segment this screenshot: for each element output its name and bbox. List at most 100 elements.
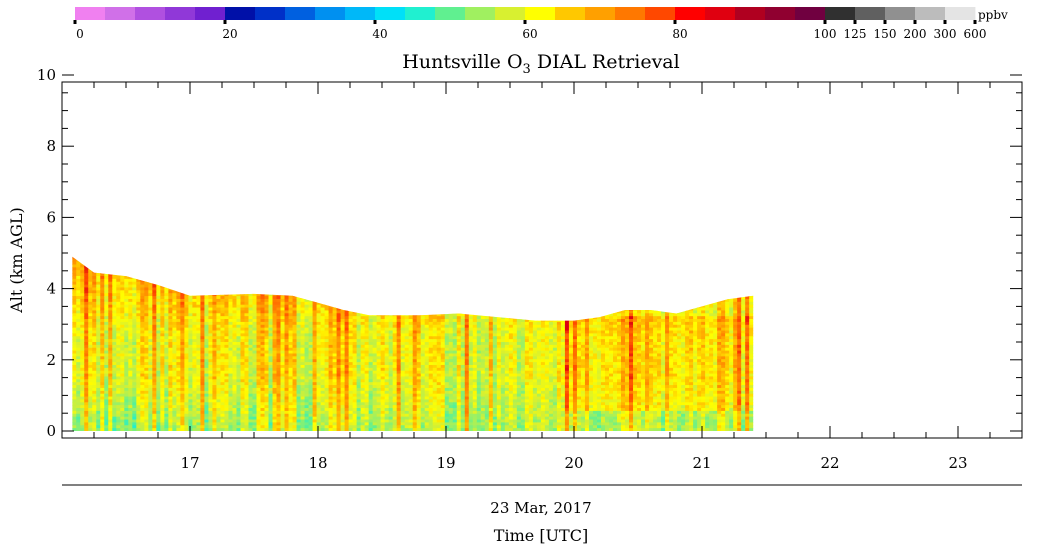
heatmap-cell	[312, 370, 318, 375]
heatmap-cell	[268, 347, 274, 352]
heatmap-cell	[308, 333, 314, 337]
heatmap-cell	[220, 316, 225, 320]
heatmap-cell	[220, 281, 225, 286]
heatmap-cell	[180, 425, 185, 429]
heatmap-cell	[288, 382, 294, 386]
heatmap-cell	[112, 258, 117, 263]
heatmap-cell	[168, 278, 173, 283]
heatmap-cell	[136, 313, 141, 317]
heatmap-cell	[100, 393, 105, 398]
heatmap-cell	[120, 270, 125, 274]
heatmap-cell	[112, 281, 117, 286]
heatmap-cell	[272, 313, 278, 317]
heatmap-cell	[372, 350, 378, 354]
heatmap-cell	[132, 356, 137, 360]
heatmap-cell	[260, 387, 266, 392]
heatmap-cell	[180, 382, 185, 386]
heatmap-cell	[112, 313, 117, 317]
heatmap-cell	[104, 264, 109, 268]
heatmap-cell	[92, 410, 97, 415]
heatmap-cell	[256, 316, 262, 320]
heatmap-cell	[84, 324, 89, 329]
heatmap-cell	[356, 370, 362, 375]
heatmap-cell	[248, 342, 253, 346]
heatmap-cell	[328, 428, 334, 431]
heatmap-cell	[232, 396, 237, 400]
heatmap-cell	[88, 261, 93, 265]
heatmap-cell	[84, 367, 89, 372]
heatmap-cell	[188, 287, 193, 291]
heatmap-cell	[164, 396, 169, 400]
heatmap-cell	[332, 425, 338, 429]
heatmap-cell	[136, 333, 141, 337]
heatmap-cell	[96, 344, 101, 349]
heatmap-cell	[320, 379, 326, 383]
heatmap-cell	[76, 324, 81, 329]
heatmap-cell	[212, 379, 217, 383]
heatmap-cell	[132, 258, 137, 263]
heatmap-cell	[204, 419, 209, 423]
heatmap-cell	[156, 350, 161, 354]
heatmap-cell	[336, 319, 342, 323]
heatmap-cell	[280, 261, 286, 265]
heatmap-cell	[244, 342, 249, 346]
heatmap-cell	[316, 298, 322, 303]
heatmap-cell	[248, 287, 253, 291]
heatmap-cell	[216, 364, 221, 369]
heatmap-cell	[232, 281, 237, 286]
heatmap-cell	[228, 367, 233, 372]
heatmap-cell	[156, 253, 161, 256]
heatmap-cell	[168, 261, 173, 265]
heatmap-cell	[172, 273, 177, 277]
heatmap-cell	[260, 339, 266, 343]
heatmap-cell	[216, 321, 221, 326]
heatmap-cell	[264, 387, 270, 392]
heatmap-cell	[376, 350, 382, 354]
heatmap-cell	[368, 342, 374, 346]
heatmap-cell	[384, 342, 390, 346]
heatmap-cell	[208, 301, 213, 306]
heatmap-cell	[232, 370, 237, 375]
heatmap-cell	[84, 310, 89, 314]
heatmap-cell	[296, 399, 302, 403]
heatmap-cell	[176, 310, 181, 314]
heatmap-cell	[244, 396, 249, 400]
heatmap-cell	[144, 253, 149, 256]
heatmap-cell	[248, 275, 253, 280]
heatmap-cell	[320, 261, 326, 265]
heatmap-cell	[240, 376, 245, 380]
heatmap-cell	[224, 408, 229, 412]
heatmap-cell	[132, 316, 137, 320]
heatmap-cell	[208, 307, 213, 311]
heatmap-cell	[336, 347, 342, 352]
heatmap-cell	[276, 307, 282, 311]
heatmap-cell	[96, 301, 101, 306]
heatmap-cell	[184, 298, 189, 303]
heatmap-cell	[132, 382, 137, 386]
heatmap-cell	[160, 336, 165, 340]
heatmap-cell	[228, 344, 233, 349]
heatmap-cell	[376, 408, 382, 412]
heatmap-cell	[228, 422, 233, 426]
chart-title-subscript: 3	[523, 62, 531, 77]
heatmap-cell	[276, 379, 282, 383]
heatmap-cell	[76, 313, 81, 317]
heatmap-cell	[88, 339, 93, 343]
heatmap-cell	[128, 387, 133, 392]
heatmap-cell	[216, 264, 221, 268]
heatmap-cell	[336, 313, 342, 317]
heatmap-cell	[100, 402, 105, 406]
heatmap-cell	[148, 316, 153, 320]
heatmap-cell	[384, 362, 390, 366]
heatmap-cell	[156, 356, 161, 360]
heatmap-cell	[140, 313, 145, 317]
heatmap-cell	[112, 264, 117, 268]
heatmap-cell	[224, 267, 229, 271]
heatmap-cell	[256, 428, 262, 431]
heatmap-cell	[140, 425, 145, 429]
heatmap-cell	[312, 364, 318, 369]
heatmap-cell	[184, 382, 189, 386]
heatmap-cell	[300, 376, 306, 380]
heatmap-cell	[180, 270, 185, 274]
heatmap-cell	[316, 362, 322, 366]
